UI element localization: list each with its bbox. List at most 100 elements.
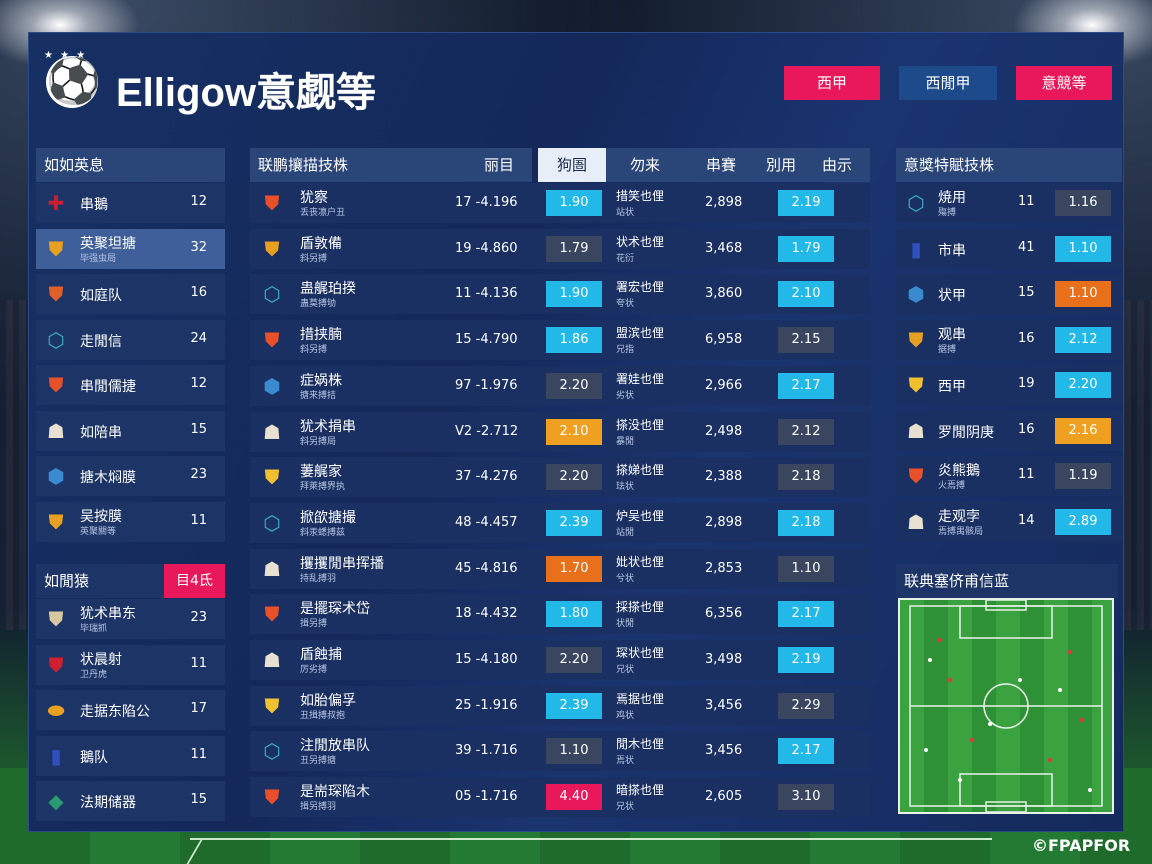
rate-badge[interactable]: 2.17 — [778, 372, 834, 399]
column-header-odds[interactable]: 狗圄 — [538, 148, 606, 182]
rate-badge[interactable]: 2.18 — [778, 509, 834, 536]
team-row[interactable]: ⛊ 炎熊鵝 火焉搏 11 1.19 — [896, 456, 1122, 496]
odds-badge[interactable]: 2.20 — [546, 464, 602, 491]
odds-badge[interactable]: 1.86 — [546, 327, 602, 354]
rate-badge[interactable]: 2.10 — [778, 281, 834, 308]
league-button-3[interactable]: 意競等 — [1016, 66, 1112, 100]
odds-badge[interactable]: 2.39 — [546, 692, 602, 719]
tactical-pitch[interactable] — [898, 598, 1114, 814]
team-value: 12 — [190, 376, 207, 391]
match-row[interactable]: ☗ 攫攫閒串挥播 持乱搏羽 45 -4.816 1.70 妣状也俚 兮状 2,853 1.10 — [250, 548, 870, 589]
team-row[interactable]: ☗ 走观孛 焉搏禺骸局 14 2.89 — [896, 501, 1122, 542]
column-header-match[interactable]: 串賽 — [706, 156, 737, 174]
match-score: 25 -1.916 — [455, 697, 518, 713]
rate-badge[interactable]: 2.17 — [778, 601, 834, 628]
match-row[interactable]: ⬡ 注閒放串队 丑另搏搪 39 -1.716 1.10 閒木也俚 焉状 3,456 2.17 — [250, 731, 870, 772]
match-sub: 搪来搏拮 — [300, 390, 337, 401]
team-row[interactable]: ⛊ 西甲 19 2.20 — [896, 365, 1122, 405]
odds-badge[interactable]: 1.79 — [546, 235, 602, 262]
match-row[interactable]: ☗ 犹术捐串 斜另搏局 V2 -2.712 2.10 搽没也俚 暴閒 2,498 2.12 — [250, 411, 870, 452]
column-header-use[interactable]: 別用 — [766, 156, 797, 174]
rate-badge[interactable]: 2.12 — [778, 418, 834, 445]
team-row[interactable]: ⛊ 如庭队 16 — [36, 274, 225, 314]
rate-badge[interactable]: 2.18 — [778, 464, 834, 491]
team-row[interactable]: ☗ 罗閒阴庚 16 2.16 — [896, 410, 1122, 451]
team-row[interactable]: ◆ 法期储器 15 — [36, 781, 225, 821]
team-row[interactable]: ⬡ 焼用 殤搏 11 1.16 — [896, 183, 1122, 223]
column-header-name[interactable]: 联鹏攘描技株 — [250, 148, 532, 182]
team-row[interactable]: ⬡ 走閒信 24 — [36, 319, 225, 360]
odds-badge[interactable]: 1.10 — [546, 738, 602, 765]
league-button-2[interactable]: 西閒甲 — [899, 66, 997, 100]
odds-badge[interactable]: 2.89 — [1055, 508, 1111, 535]
team-name: 罗閒阴庚 — [938, 424, 994, 441]
odds-badge[interactable]: 1.10 — [1055, 281, 1111, 307]
team-row[interactable]: ⬢ 状甲 15 1.10 — [896, 274, 1122, 314]
rate-badge[interactable]: 2.17 — [778, 738, 834, 765]
odds-badge[interactable]: 1.70 — [546, 555, 602, 582]
odds-badge[interactable]: 2.20 — [546, 372, 602, 399]
match-status-sub: 鸡状 — [616, 710, 635, 721]
match-sub: 丢丧凛户丑 — [300, 208, 346, 218]
match-row[interactable]: ⬡ 掀欿搪撮 斜汞蟋搏兹 48 -4.457 2.39 炉吴也俚 站閒 2,898 2.18 — [250, 502, 870, 543]
match-number: 2,853 — [705, 560, 743, 576]
shield-icon: ⛊ — [908, 373, 924, 397]
odds-badge[interactable]: 2.39 — [546, 509, 602, 536]
team-row[interactable]: ⛊ 英聚坦搪 毕强虫局 32 — [36, 228, 225, 269]
rate-badge[interactable]: 2.29 — [778, 692, 834, 719]
match-row[interactable]: ⛊ 是擺琛术岱 揖另搏 18 -4.432 1.80 採搽也俚 状閒 6,356 2.17 — [250, 594, 870, 635]
rate-badge[interactable]: 1.10 — [778, 555, 834, 582]
match-score: 11 -4.136 — [455, 286, 518, 302]
rate-badge[interactable]: 1.79 — [778, 235, 834, 262]
match-sub: 持乱搏羽 — [300, 573, 337, 584]
odds-badge[interactable]: 2.10 — [546, 418, 602, 445]
match-status: 焉据也俚 — [616, 691, 665, 706]
column-header-goals[interactable]: 丽目 — [484, 156, 515, 174]
team-row[interactable]: ⛊ 吴按膜 英聚關等 11 — [36, 501, 225, 542]
odds-badge[interactable]: 1.80 — [546, 601, 602, 628]
league-button-1[interactable]: 西甲 — [784, 66, 880, 100]
odds-badge[interactable]: 1.90 — [546, 281, 602, 308]
rate-badge[interactable]: 2.15 — [778, 327, 834, 354]
odds-badge[interactable]: 1.16 — [1055, 190, 1111, 216]
player-icon: ☗ — [907, 509, 925, 534]
odds-badge[interactable]: 2.20 — [1055, 372, 1111, 398]
match-row[interactable]: ⛊ 萋艉家 拜萊搏界执 37 -4.276 2.20 搽娣也俚 珐状 2,388 2.18 — [250, 457, 870, 498]
column-header-show[interactable]: 由示 — [822, 156, 853, 174]
team-row[interactable]: ⬬ 走据东陷公 17 — [36, 690, 225, 730]
match-row[interactable]: ☗ 盾蝕捕 厉劣搏 15 -4.180 2.20 琛状也俚 兄状 3,498 2.19 — [250, 640, 870, 680]
team-row[interactable]: ▮ 鵝队 11 — [36, 735, 225, 776]
rate-badge[interactable]: 3.10 — [778, 784, 834, 811]
odds-badge[interactable]: 1.19 — [1055, 463, 1111, 489]
section-badge[interactable]: 目4氐 — [164, 564, 225, 598]
odds-badge[interactable]: 4.40 — [546, 784, 602, 811]
odds-badge[interactable]: 2.12 — [1055, 326, 1111, 353]
team-row[interactable]: ⛊ 观串 据搏 16 2.12 — [896, 319, 1122, 360]
team-name: 西甲 — [938, 379, 966, 395]
match-row[interactable]: ⛊ 是耑琛陷木 揖另搏羽 05 -1.716 4.40 暗搽也俚 兄状 2,605 3.10 — [250, 777, 870, 818]
rate-badge[interactable]: 2.19 — [778, 647, 834, 673]
team-row[interactable]: ▮ 市串 41 1.10 — [896, 228, 1122, 269]
team-row[interactable]: ⬢ 搪木焖膜 23 — [36, 456, 225, 496]
team-row[interactable]: ⛊ 串閒儒捷 12 — [36, 365, 225, 405]
match-name: 症娲株 — [300, 372, 342, 389]
match-sub: 拜萊搏界执 — [300, 482, 346, 493]
team-row[interactable]: ☗ 如陪串 15 — [36, 410, 225, 451]
team-row[interactable]: ✚ 串鵝 12 — [36, 183, 225, 223]
match-score: 48 -4.457 — [455, 514, 518, 530]
team-row[interactable]: ⛊ 状晨射 卫丹虎 11 — [36, 644, 225, 685]
rate-badge[interactable]: 2.19 — [778, 190, 834, 216]
odds-badge[interactable]: 2.16 — [1055, 417, 1111, 444]
column-header-status[interactable]: 勿来 — [630, 156, 661, 174]
odds-badge[interactable]: 1.90 — [546, 190, 602, 216]
odds-badge[interactable]: 1.10 — [1055, 235, 1111, 262]
odds-badge[interactable]: 2.20 — [546, 647, 602, 673]
match-sub: 揖另搏羽 — [300, 802, 337, 813]
team-row[interactable]: ⛊ 犹术串东 毕瑞抓 23 — [36, 599, 225, 639]
match-row[interactable]: ⛊ 措挟腩 斜另搏 15 -4.790 1.86 盟滨也俚 兄指 6,958 2.15 — [250, 320, 870, 361]
